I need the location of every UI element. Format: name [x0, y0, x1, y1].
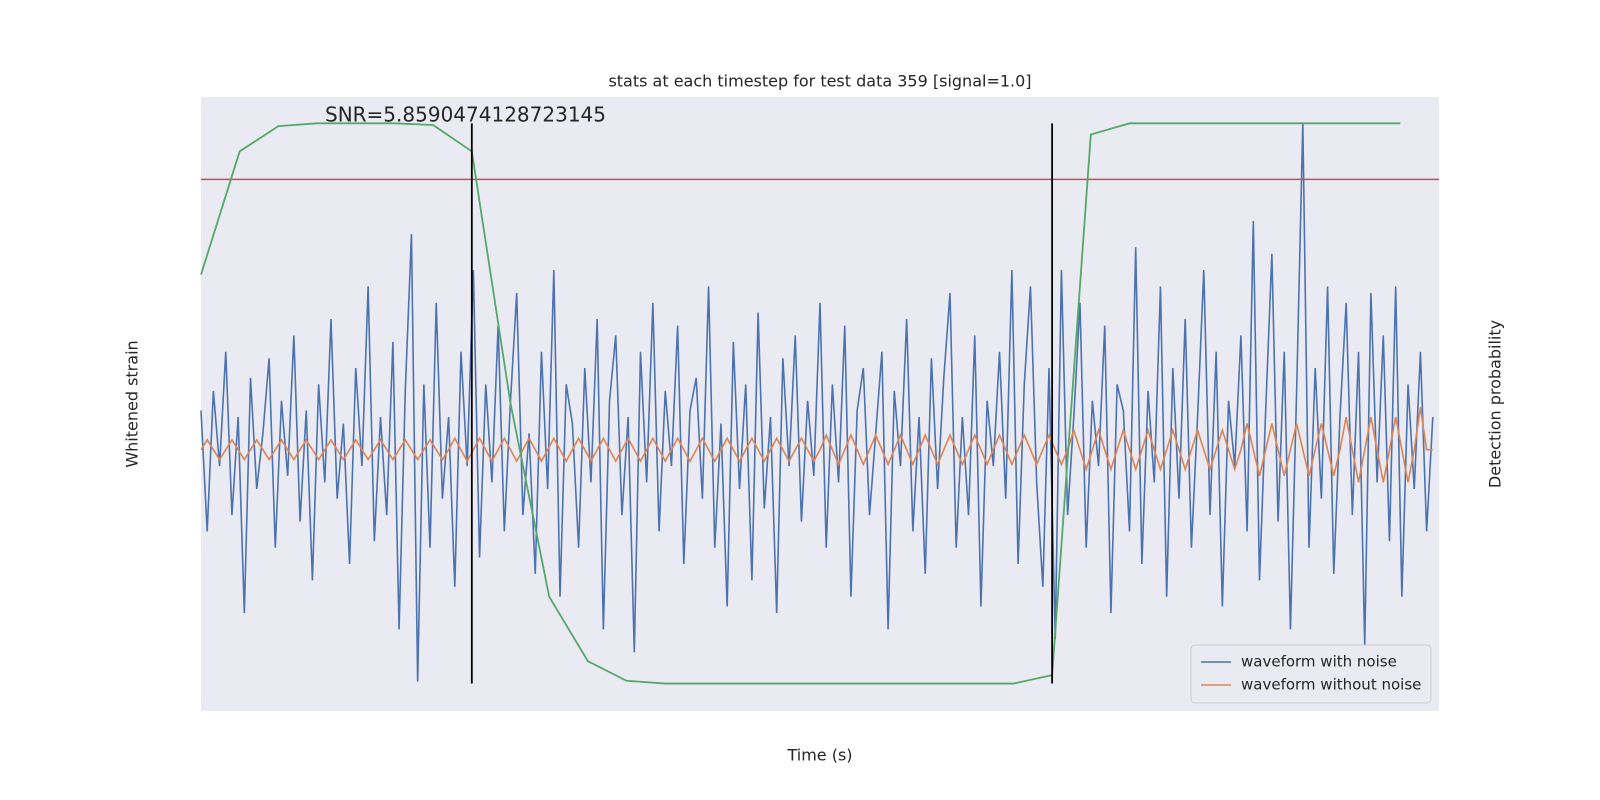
legend-box — [1190, 644, 1432, 704]
y2-axis-label: Detection probability — [1486, 320, 1505, 488]
marks — [200, 122, 1439, 685]
series-line — [200, 123, 1434, 682]
series-line — [200, 407, 1433, 483]
annotation: SNR=5.8590474128723145 — [325, 103, 606, 127]
chart-title: stats at each timestep for test data 359… — [608, 72, 1031, 91]
y-axis-label: Whitened strain — [123, 340, 142, 467]
legend-label: waveform with noise — [1241, 653, 1397, 671]
detection-line — [200, 122, 1401, 685]
legend-label: waveform without noise — [1241, 676, 1421, 694]
labels: waveform with noise waveform without nois… — [1190, 644, 1432, 704]
x-axis-label: Time (s) — [786, 746, 852, 765]
plot-area — [201, 97, 1439, 711]
